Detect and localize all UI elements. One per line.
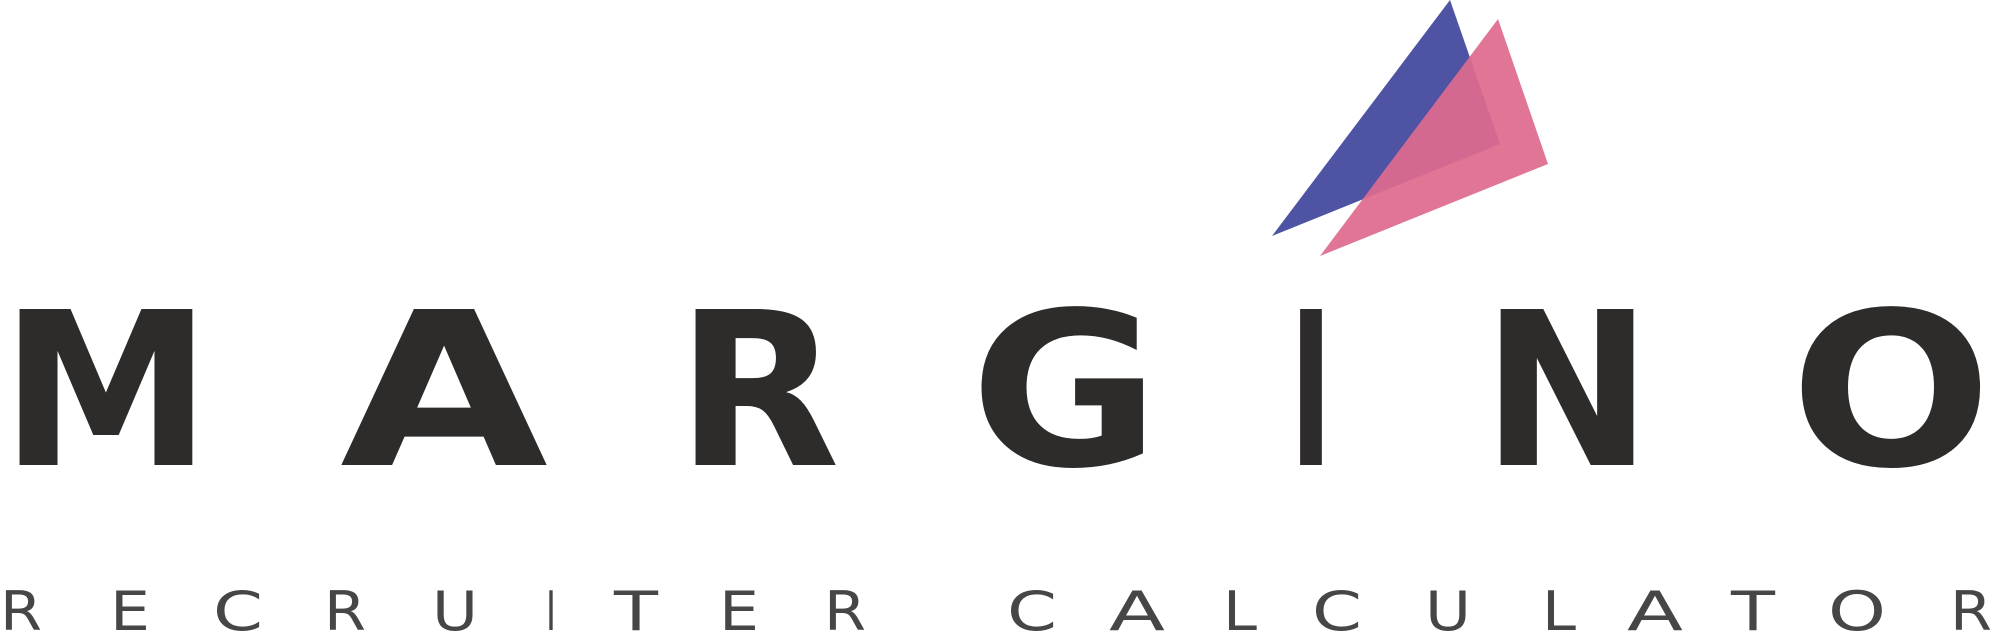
tagline-letter: T [1730,580,1777,643]
blue-triangle-icon [1272,0,1500,236]
wordmark-letter-m: M [0,300,212,485]
logo-mark-icon [1272,0,1548,256]
wordmark-letter-i: I [1290,300,1333,485]
wordmark-letter-n: N [1482,300,1652,485]
tagline-letter: L [1223,580,1257,643]
tagline-letter: R [824,580,866,643]
tagline-letter: E [719,580,759,643]
tagline-letter: C [1312,580,1362,643]
wordmark-letter-g: G [970,300,1160,485]
tagline-letter: R [1950,580,1992,643]
tagline-letter: R [324,580,366,643]
tagline-letter: C [213,580,263,643]
tagline-letter: L [1542,580,1576,643]
pink-triangle-icon [1320,19,1548,256]
tagline-letter: U [1425,580,1471,643]
tagline-letter: A [1109,580,1165,643]
wordmark-letter-r: R [676,300,840,485]
tagline-letter: I [546,580,556,643]
tagline-letter: O [1828,580,1886,643]
wordmark-letter-o: O [1790,300,1992,485]
wordmark-letter-a: A [340,300,548,485]
tagline-letter: R [0,580,42,643]
tagline-letter: C [1007,580,1057,643]
tagline-letter: A [1627,580,1683,643]
tagline-letter: T [613,580,660,643]
tagline: R E C R U I T E R C A L C U L A T O R [0,580,1992,643]
wordmark: M A R G I N O [0,300,1992,485]
tagline-letter: E [110,580,150,643]
tagline-letter: U [432,580,478,643]
